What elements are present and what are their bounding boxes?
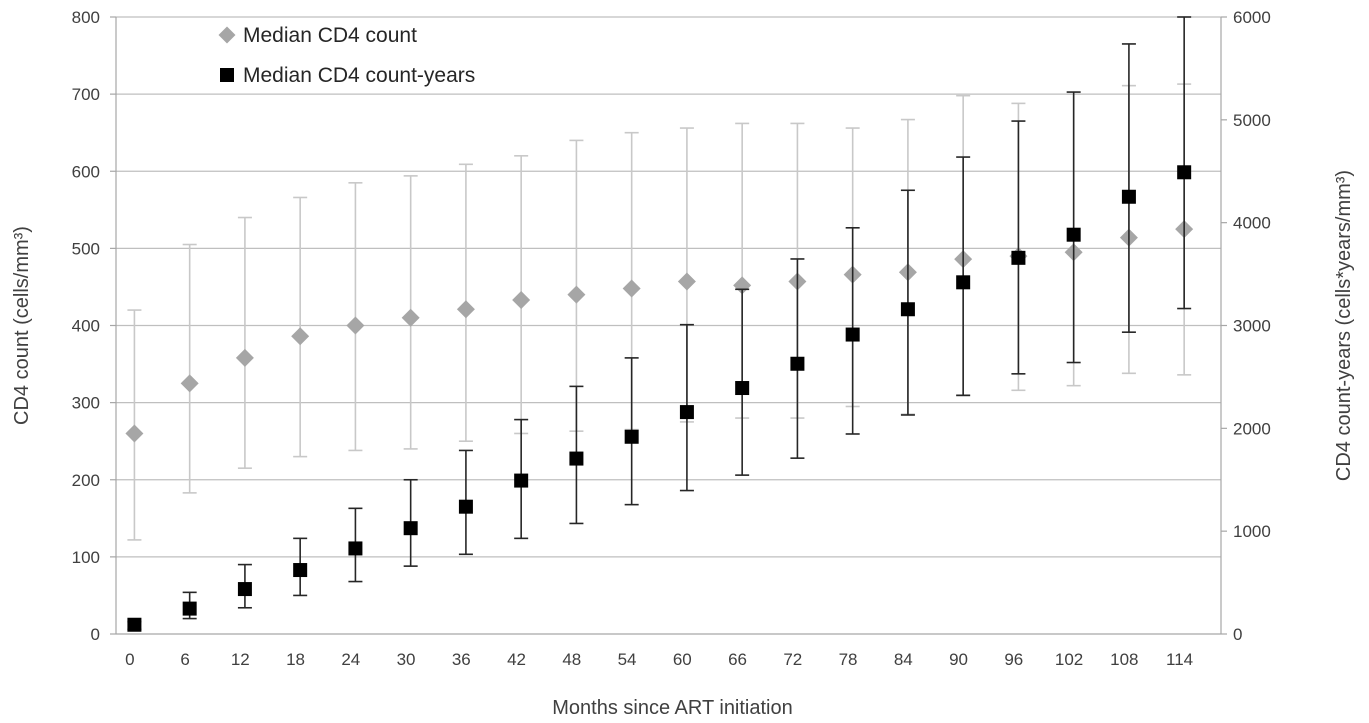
legend-marker-diamond: [218, 26, 236, 44]
x-tick-label: 78: [839, 650, 858, 669]
data-point-square: [679, 405, 694, 420]
data-point-diamond: [567, 285, 586, 304]
left-y-tick-label: 200: [72, 471, 100, 490]
right-y-tick-label: 6000: [1233, 8, 1271, 27]
right-y-tick-label: 2000: [1233, 419, 1271, 438]
x-tick-label: 54: [618, 650, 637, 669]
data-point-square: [293, 563, 308, 578]
left-y-tick-label: 700: [72, 85, 100, 104]
data-point-square: [348, 541, 363, 556]
left-y-tick-label: 500: [72, 239, 100, 258]
data-point-square: [1177, 165, 1192, 180]
x-tick-label: 18: [286, 650, 305, 669]
x-tick-label: 60: [673, 650, 692, 669]
left-y-axis-title: CD4 count (cells/mm³): [11, 226, 33, 425]
data-point-square: [1121, 189, 1136, 204]
data-point-diamond: [622, 279, 641, 298]
series-median-cd4-count: [125, 83, 1194, 541]
data-point-square: [900, 302, 915, 317]
data-point-square: [458, 499, 473, 514]
x-tick-label: 36: [452, 650, 471, 669]
x-tick-label: 30: [397, 650, 416, 669]
left-y-tick-label: 600: [72, 162, 100, 181]
axes: 0100200300400500600700800010002000300040…: [72, 8, 1271, 669]
legend-label-median-cd4-count-years: Median CD4 count-years: [243, 64, 475, 87]
data-point-diamond: [401, 308, 420, 327]
x-tick-label: 12: [231, 650, 250, 669]
data-point-diamond: [346, 316, 365, 335]
right-y-tick-label: 5000: [1233, 111, 1271, 130]
right-y-tick-label: 4000: [1233, 214, 1271, 233]
left-y-tick-label: 100: [72, 548, 100, 567]
right-y-axis-title: CD4 count-years (cells*years/mm³): [1333, 170, 1355, 481]
gridlines: [116, 16, 1221, 558]
data-point-square: [237, 582, 252, 597]
data-point-square: [514, 473, 529, 488]
left-y-tick-label: 400: [72, 317, 100, 336]
x-tick-label: 90: [949, 650, 968, 669]
data-point-square: [845, 327, 860, 342]
x-tick-label: 48: [562, 650, 581, 669]
data-point-square: [182, 601, 197, 616]
x-tick-label: 66: [728, 650, 747, 669]
legend-marker-square: [220, 68, 234, 82]
data-point-square: [624, 429, 639, 444]
x-tick-label: 6: [180, 650, 189, 669]
data-point-square: [1011, 250, 1026, 265]
left-y-tick-label: 300: [72, 394, 100, 413]
x-tick-label: 96: [1004, 650, 1023, 669]
x-tick-label: 72: [783, 650, 802, 669]
x-axis-title: Months since ART initiation: [552, 697, 793, 719]
data-point-square: [569, 451, 584, 466]
data-point-square: [127, 617, 142, 632]
x-tick-label: 114: [1166, 650, 1193, 669]
data-point-diamond: [125, 424, 144, 443]
legend-label-median-cd4-count: Median CD4 count: [243, 24, 417, 47]
x-tick-label: 102: [1055, 650, 1083, 669]
data-point-square: [735, 381, 750, 396]
series-median-cd4-count-years: [127, 16, 1192, 632]
data-point-diamond: [677, 272, 696, 291]
x-tick-label: 84: [894, 650, 913, 669]
data-point-square: [790, 356, 805, 371]
data-point-square: [403, 521, 418, 536]
right-y-tick-label: 0: [1233, 625, 1242, 644]
data-point-diamond: [291, 327, 310, 346]
right-y-tick-label: 3000: [1233, 317, 1271, 336]
data-point-diamond: [235, 348, 254, 367]
data-point-diamond: [180, 374, 199, 393]
x-tick-label: 24: [341, 650, 360, 669]
data-point-diamond: [456, 300, 475, 319]
right-y-tick-label: 1000: [1233, 522, 1271, 541]
x-tick-label: 0: [125, 650, 134, 669]
x-tick-label: 42: [507, 650, 526, 669]
data-point-diamond: [512, 291, 531, 310]
left-y-tick-label: 800: [72, 8, 100, 27]
data-point-square: [956, 275, 971, 290]
data-point-square: [1066, 227, 1081, 242]
legend: Median CD4 count Median CD4 count-years: [218, 24, 475, 87]
left-y-tick-label: 0: [91, 625, 100, 644]
x-tick-label: 108: [1110, 650, 1138, 669]
